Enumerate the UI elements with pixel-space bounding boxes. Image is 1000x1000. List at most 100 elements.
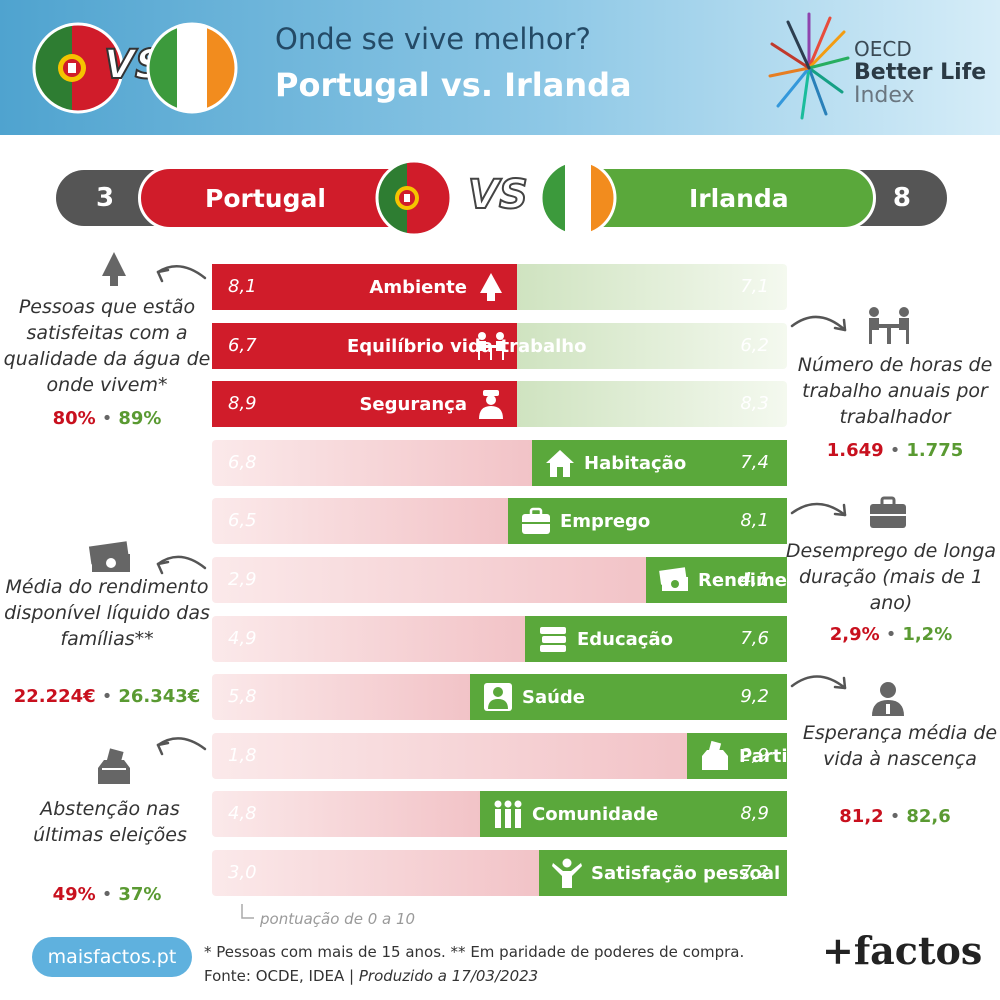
portugal-value: 4,8	[228, 803, 257, 824]
portugal-bar	[212, 440, 532, 486]
ireland-value: 7,1	[740, 276, 769, 297]
category-label: Emprego	[560, 510, 651, 532]
category-label: Rendimento	[698, 569, 821, 591]
ireland-value: 8,9	[740, 803, 769, 824]
ireland-value: 7,4	[740, 452, 769, 473]
people-table-icon	[478, 332, 504, 360]
page-title: Onde se vive melhor?	[275, 22, 591, 56]
chart-row-9: 1,8 2,9 Participação cívica	[212, 733, 928, 779]
people-table-note-icon	[869, 307, 909, 344]
portugal-value: 3,0	[228, 862, 257, 883]
water-note-values: 80% • 89%	[52, 408, 162, 429]
happy-person-icon	[552, 858, 582, 888]
portugal-value: 6,5	[228, 510, 257, 531]
portugal-value: 6,8	[228, 452, 257, 473]
category-label: Habitação	[584, 452, 687, 474]
life-ie-value: 82,6	[906, 806, 951, 827]
header-banner: VS Onde se vive melhor? Portugal vs. Irl…	[0, 0, 1000, 135]
portugal-value: 4,9	[228, 628, 257, 649]
abstention-note-values: 49% • 37%	[52, 884, 162, 905]
ireland-bar	[539, 850, 787, 896]
ballot-box-note-icon	[98, 748, 130, 784]
ireland-value: 7,6	[740, 628, 769, 649]
portugal-flag-small-icon	[375, 159, 453, 237]
unemployment-note-values: 2,9% • 1,2%	[829, 624, 953, 645]
category-label: Educação	[577, 628, 673, 650]
portugal-value: 6,7	[228, 335, 257, 356]
income-pt-value: 22.224€	[13, 686, 96, 707]
chart-row-6: 2,9 4,1 Rendimento	[212, 557, 821, 603]
ireland-flag-icon	[146, 22, 238, 114]
portugal-flag-icon	[32, 22, 124, 114]
footnote: * Pessoas com mais de 15 anos. ** Em par…	[204, 940, 744, 988]
life-note-text: Esperança média de vida à nascença	[802, 722, 998, 770]
tree-note-icon	[102, 252, 126, 286]
oecd-line1: OECD	[854, 37, 912, 61]
tree-icon	[480, 273, 502, 301]
chart-row-11: 3,0 7,2 Satisfação pessoal	[212, 850, 787, 896]
portugal-bar	[212, 323, 517, 369]
footnote-text: * Pessoas com mais de 15 anos. ** Em par…	[204, 943, 745, 961]
hours-note-values: 1.649 • 1.775	[826, 440, 964, 461]
hours-pt-value: 1.649	[826, 440, 884, 461]
ireland-value: 2,9	[740, 745, 769, 766]
category-label: Ambiente	[369, 276, 467, 298]
life-note-values: 81,2 • 82,6	[839, 806, 951, 827]
oecd-logo-icon	[768, 12, 850, 120]
portugal-bar	[212, 264, 517, 310]
source-text: Fonte: OCDE, IDEA |	[204, 967, 359, 985]
water-note-text: Pessoas que estão satisfeitas com a qual…	[3, 296, 211, 396]
abst-pt-value: 49%	[52, 884, 96, 905]
portugal-bar	[212, 733, 687, 779]
factos-logo: +factos	[822, 928, 983, 973]
portugal-bar	[212, 557, 646, 603]
unemp-ie-value: 1,2%	[902, 624, 953, 645]
money-icon	[659, 567, 688, 591]
unemployment-note-text: Desemprego de longa duração (mais de 1 a…	[785, 540, 997, 614]
water-ie-value: 89%	[118, 408, 162, 429]
ireland-bar	[470, 674, 787, 720]
ireland-value: 8,3	[740, 393, 769, 414]
abst-ie-value: 37%	[118, 884, 162, 905]
portugal-bar	[212, 616, 525, 662]
chart-row-1: 8,1 7,1 Ambiente	[212, 264, 787, 310]
books-icon	[540, 627, 566, 652]
portugal-value: 2,9	[228, 569, 257, 590]
category-label: Participação cívica	[739, 745, 929, 767]
category-label: Saúde	[522, 686, 586, 708]
ireland-value: 6,2	[740, 335, 769, 356]
maisfactos-link[interactable]: maisfactos.pt	[32, 937, 192, 977]
income-note-text: Média do rendimento disponível líquido d…	[4, 576, 210, 650]
doctor-icon	[484, 683, 512, 711]
hours-note-text: Número de horas de trabalho anuais por t…	[797, 354, 993, 428]
life-pt-value: 81,2	[839, 806, 884, 827]
ireland-bar	[517, 381, 787, 427]
ballot-box-icon	[702, 740, 728, 770]
community-icon	[494, 800, 522, 828]
produced-date: Produzido a 17/03/2023	[358, 967, 539, 985]
page-subtitle: Portugal vs. Irlanda	[275, 66, 632, 104]
portugal-value: 5,8	[228, 686, 257, 707]
income-ie-value: 26.343€	[118, 686, 201, 707]
ireland-value: 4,1	[740, 569, 769, 590]
chart-row-4: 6,8 7,4 Habitação	[212, 440, 787, 486]
abstention-note-text: Abstenção nas últimas eleições	[33, 798, 187, 846]
briefcase-icon	[522, 507, 550, 534]
portugal-value: 1,8	[228, 745, 257, 766]
portugal-bar	[212, 674, 470, 720]
ireland-bar	[525, 616, 787, 662]
income-note-values: 22.224€ • 26.343€	[13, 686, 201, 707]
portugal-bar	[212, 791, 480, 837]
oecd-line3: Index	[854, 83, 915, 108]
ireland-value: 7,2	[740, 862, 769, 883]
portugal-bar	[212, 850, 539, 896]
scale-note: pontuação de 0 a 10	[260, 910, 416, 928]
source-line: Fonte: OCDE, IDEA | Produzido a 17/03/20…	[204, 964, 744, 988]
scoreboard-vs: VS	[467, 171, 529, 219]
chart-row-3: 8,9 8,3 Segurança	[212, 381, 787, 427]
ireland-bar	[508, 498, 787, 544]
portugal-bar	[212, 498, 508, 544]
doctor-note-icon	[872, 682, 904, 716]
portugal-bar	[212, 381, 517, 427]
